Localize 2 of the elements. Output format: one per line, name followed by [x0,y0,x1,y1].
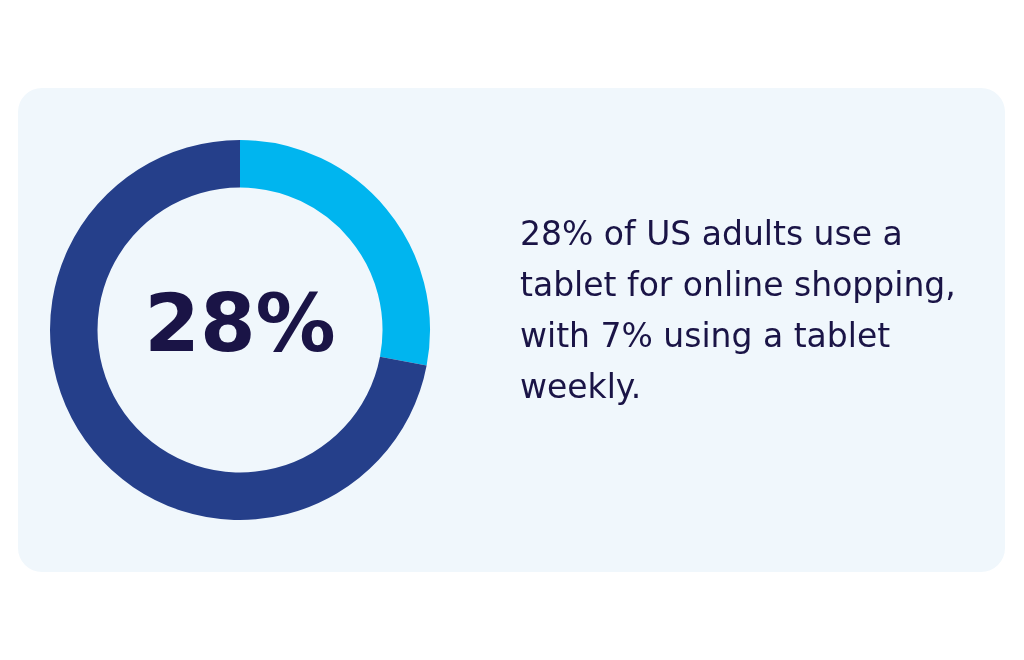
data-label: 28% [144,276,336,370]
text: 28% of US adults use a tablet for online shopping, with 7% using a tablet weekly. [520,213,957,408]
